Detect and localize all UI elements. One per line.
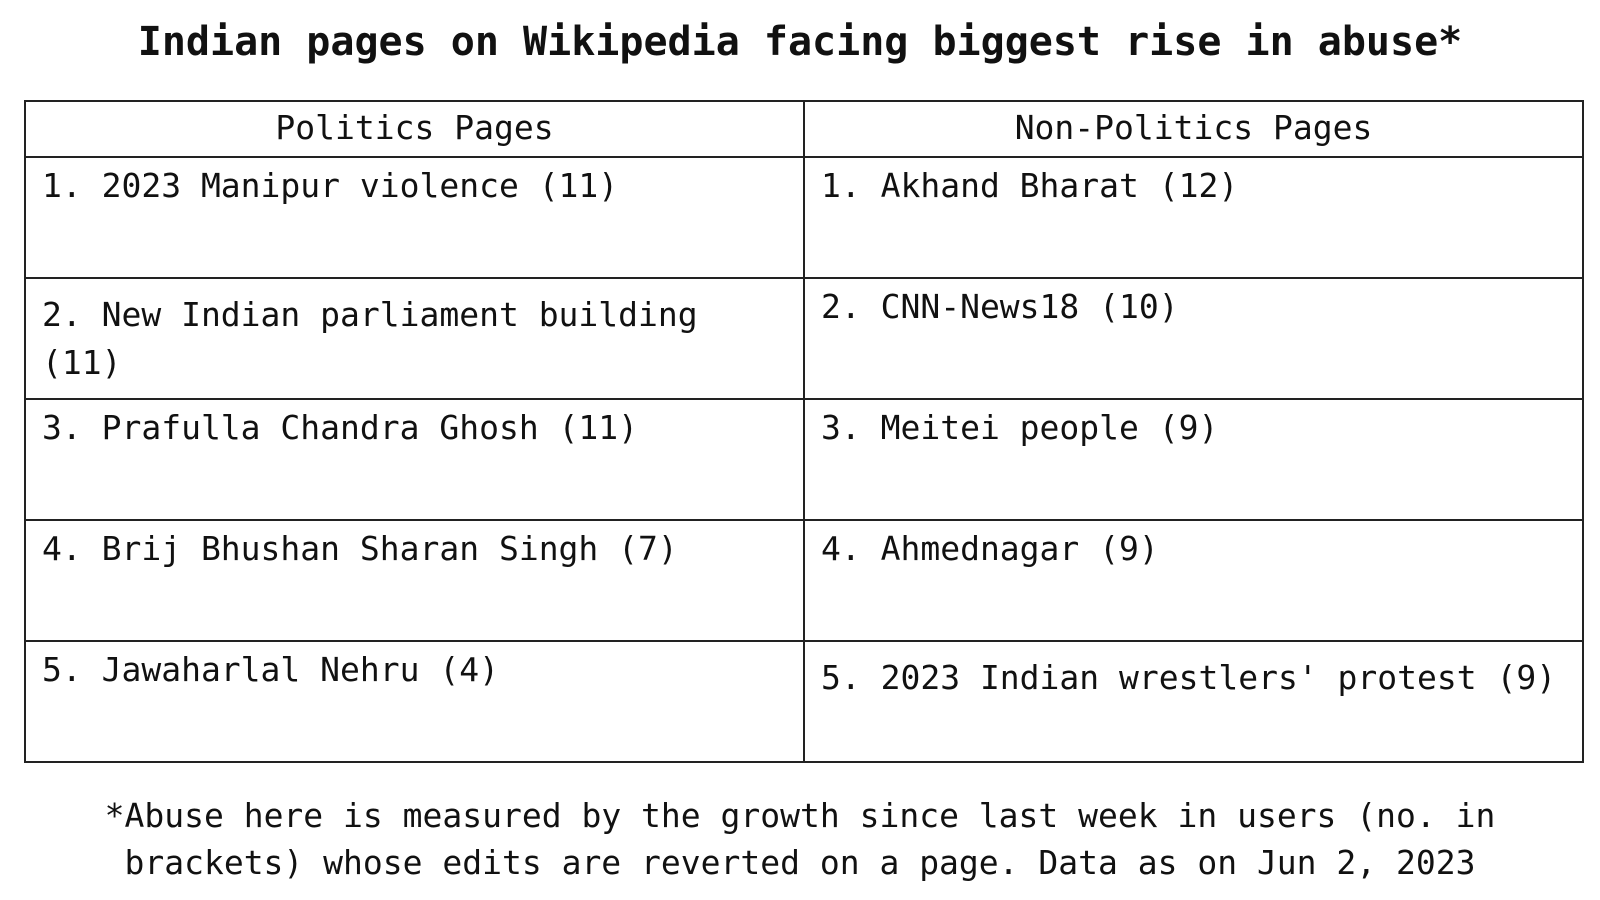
table-cell-non-politics: 2. CNN-News18 (10) [803, 277, 1584, 400]
table-row: 2. New Indian parliament building (11) 2… [24, 277, 1584, 400]
footnote-line-1: *Abuse here is measured by the growth si… [104, 796, 1496, 835]
table-row: 3. Prafulla Chandra Ghosh (11) 3. Meitei… [24, 398, 1584, 521]
column-header-non-politics: Non-Politics Pages [803, 100, 1584, 158]
page-title: Indian pages on Wikipedia facing biggest… [137, 19, 1463, 65]
footnote-line-2: brackets) whose edits are reverted on a … [124, 843, 1476, 882]
table-cell-non-politics: 4. Ahmednagar (9) [803, 519, 1584, 642]
table-cell-non-politics: 1. Akhand Bharat (12) [803, 156, 1584, 279]
table-cell-politics: 2. New Indian parliament building (11) [24, 277, 805, 400]
table-cell-politics: 1. 2023 Manipur violence (11) [24, 156, 805, 279]
table-cell-politics: 5. Jawaharlal Nehru (4) [24, 640, 805, 763]
footnote: *Abuse here is measured by the growth si… [20, 792, 1580, 886]
abuse-table: Politics Pages Non-Politics Pages 1. 202… [24, 100, 1584, 763]
table-header-row: Politics Pages Non-Politics Pages [24, 100, 1584, 158]
table-row: 4. Brij Bhushan Sharan Singh (7) 4. Ahme… [24, 519, 1584, 642]
table-cell-politics: 4. Brij Bhushan Sharan Singh (7) [24, 519, 805, 642]
table-cell-politics: 3. Prafulla Chandra Ghosh (11) [24, 398, 805, 521]
column-header-politics: Politics Pages [24, 100, 805, 158]
table-cell-non-politics: 5. 2023 Indian wrestlers' protest (9) [803, 640, 1584, 763]
table-cell-non-politics: 3. Meitei people (9) [803, 398, 1584, 521]
table-row: 5. Jawaharlal Nehru (4) 5. 2023 Indian w… [24, 640, 1584, 763]
table-row: 1. 2023 Manipur violence (11) 1. Akhand … [24, 156, 1584, 279]
